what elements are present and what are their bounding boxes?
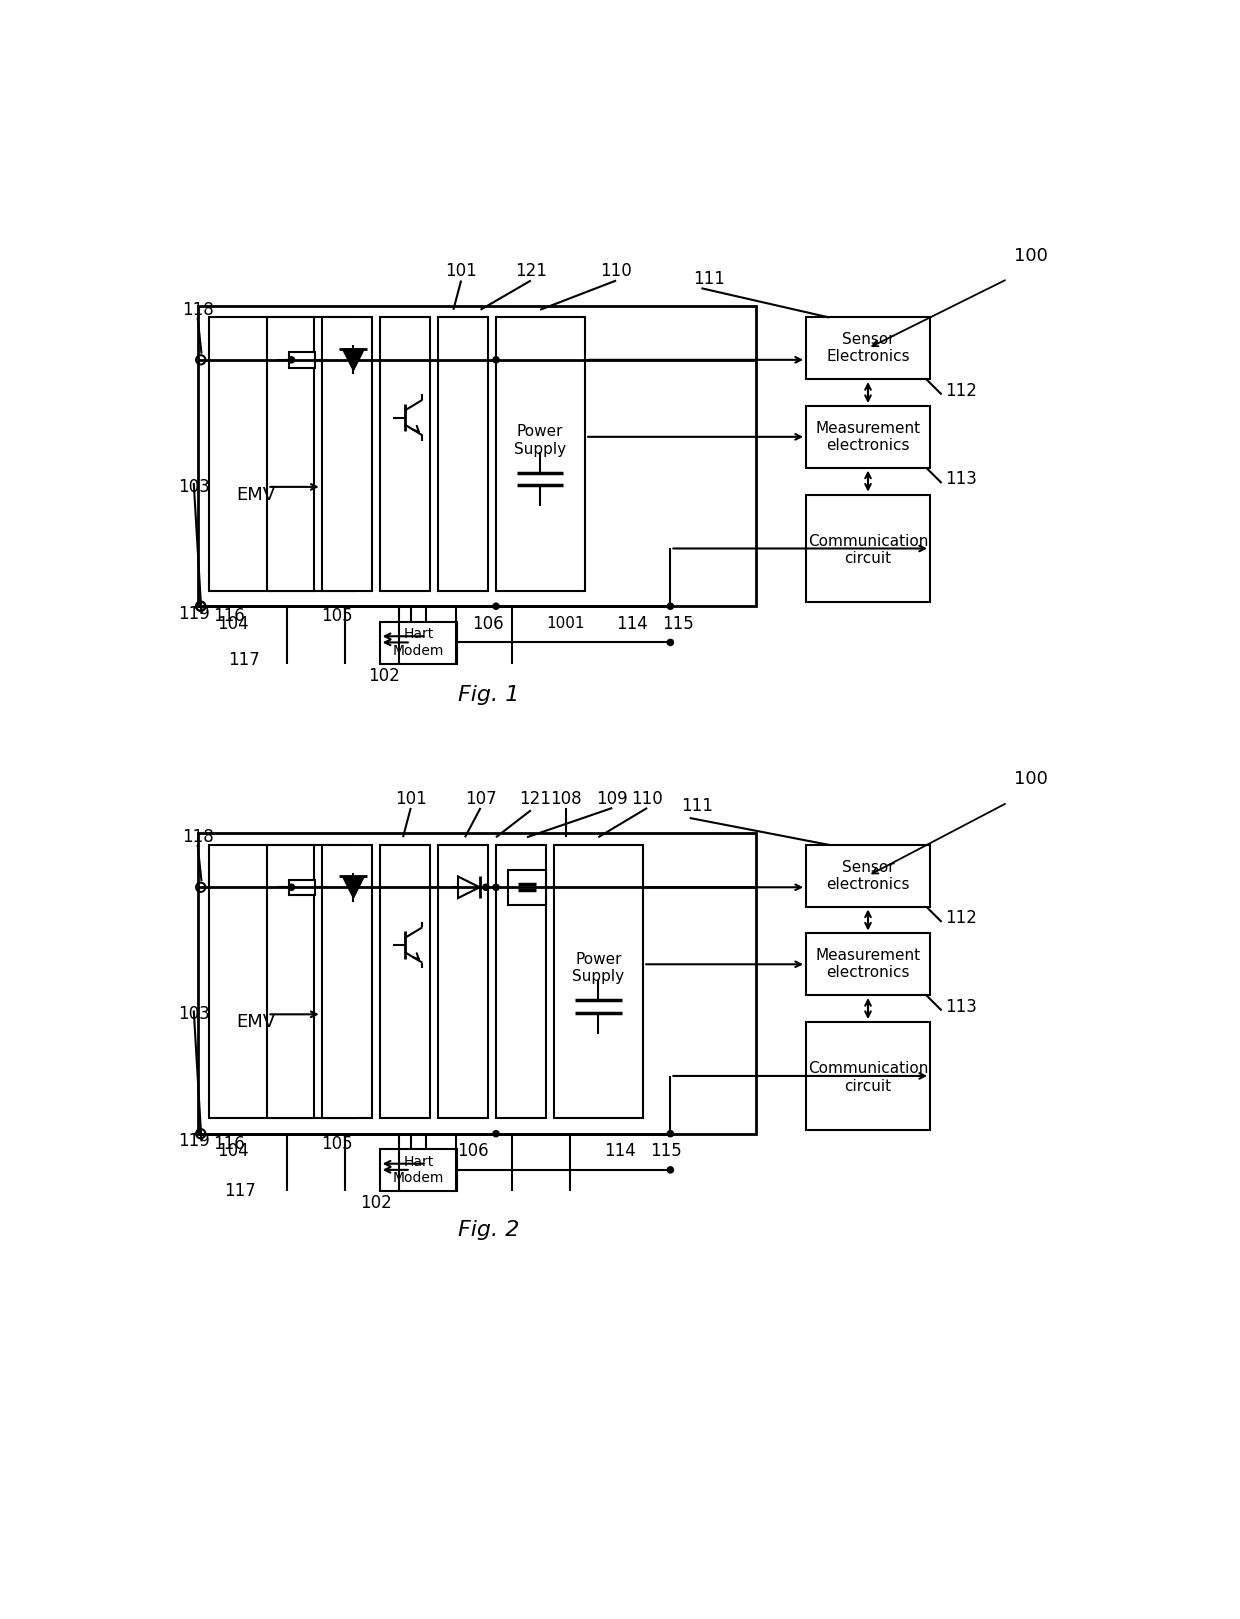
- Text: 112: 112: [945, 910, 977, 928]
- Bar: [806, 406, 930, 468]
- Circle shape: [492, 356, 498, 363]
- Text: Power
Supply: Power Supply: [515, 424, 567, 457]
- Bar: [321, 317, 372, 591]
- Text: Communication
circuit: Communication circuit: [807, 1062, 929, 1094]
- Bar: [507, 871, 547, 905]
- Bar: [496, 317, 585, 591]
- Text: EMV: EMV: [236, 1013, 275, 1031]
- Text: 113: 113: [945, 997, 977, 1015]
- Text: 118: 118: [182, 829, 213, 847]
- Bar: [438, 845, 489, 1119]
- Text: 114: 114: [616, 615, 647, 633]
- Bar: [197, 306, 755, 606]
- Text: Measurement
electronics: Measurement electronics: [816, 421, 920, 453]
- Text: Hart
Modem: Hart Modem: [393, 627, 444, 657]
- Text: 102: 102: [360, 1193, 392, 1213]
- Bar: [379, 845, 430, 1119]
- Polygon shape: [342, 350, 365, 371]
- Text: Sensor
Electronics: Sensor Electronics: [826, 332, 910, 364]
- Text: 1001: 1001: [547, 617, 585, 631]
- Text: 119: 119: [179, 1132, 210, 1151]
- Text: 116: 116: [213, 1135, 244, 1153]
- Text: 105: 105: [321, 1135, 353, 1153]
- Text: 105: 105: [321, 607, 353, 625]
- Text: Fig. 2: Fig. 2: [458, 1221, 518, 1240]
- Circle shape: [288, 884, 295, 890]
- Circle shape: [667, 604, 673, 609]
- Bar: [806, 317, 930, 379]
- Bar: [438, 317, 489, 591]
- Text: 107: 107: [465, 790, 496, 808]
- Text: 106: 106: [472, 615, 505, 633]
- Text: 104: 104: [217, 1143, 248, 1161]
- Text: 110: 110: [600, 262, 632, 280]
- Bar: [806, 845, 930, 907]
- Bar: [289, 879, 315, 895]
- Bar: [289, 351, 315, 368]
- Text: 108: 108: [549, 790, 582, 808]
- Circle shape: [288, 356, 295, 363]
- Bar: [321, 845, 372, 1119]
- Text: Measurement
electronics: Measurement electronics: [816, 949, 920, 981]
- Text: 112: 112: [945, 382, 977, 400]
- Text: 100: 100: [1014, 771, 1048, 788]
- Circle shape: [492, 604, 498, 609]
- Text: 117: 117: [224, 1182, 257, 1200]
- Text: 104: 104: [217, 615, 248, 633]
- Bar: [268, 845, 314, 1119]
- Text: Hart
Modem: Hart Modem: [393, 1154, 444, 1185]
- Text: 114: 114: [604, 1143, 636, 1161]
- Text: Power
Supply: Power Supply: [572, 952, 625, 984]
- Text: 100: 100: [1014, 246, 1048, 266]
- Text: 102: 102: [368, 667, 399, 685]
- Text: Sensor
electronics: Sensor electronics: [826, 860, 910, 892]
- Circle shape: [492, 1130, 498, 1137]
- Text: 103: 103: [179, 1005, 210, 1023]
- Text: 110: 110: [631, 790, 663, 808]
- Circle shape: [482, 884, 489, 890]
- Bar: [210, 845, 352, 1119]
- Bar: [197, 834, 755, 1133]
- Text: 111: 111: [693, 270, 725, 288]
- Text: 117: 117: [228, 651, 260, 669]
- Bar: [496, 845, 547, 1119]
- Text: Fig. 1: Fig. 1: [458, 685, 518, 704]
- Text: 113: 113: [945, 470, 977, 489]
- Bar: [554, 845, 644, 1119]
- Text: 103: 103: [179, 478, 210, 495]
- Circle shape: [667, 1130, 673, 1137]
- Text: 121: 121: [515, 262, 547, 280]
- Text: 106: 106: [456, 1143, 489, 1161]
- Text: 101: 101: [445, 262, 477, 280]
- Text: 116: 116: [213, 607, 244, 625]
- Bar: [806, 934, 930, 996]
- Bar: [379, 1149, 458, 1192]
- Text: 121: 121: [518, 790, 551, 808]
- Text: 115: 115: [651, 1143, 682, 1161]
- Text: 111: 111: [682, 798, 713, 816]
- Bar: [379, 317, 430, 591]
- Text: 109: 109: [596, 790, 629, 808]
- Text: 101: 101: [394, 790, 427, 808]
- Text: EMV: EMV: [236, 486, 275, 504]
- Text: 115: 115: [662, 615, 694, 633]
- Bar: [210, 317, 352, 591]
- Text: Communication
circuit: Communication circuit: [807, 534, 929, 567]
- Circle shape: [492, 884, 498, 890]
- Bar: [268, 317, 314, 591]
- Circle shape: [667, 1167, 673, 1172]
- Text: 119: 119: [179, 606, 210, 623]
- Polygon shape: [342, 876, 365, 899]
- Circle shape: [667, 640, 673, 646]
- Bar: [806, 494, 930, 602]
- Text: 118: 118: [182, 301, 213, 319]
- Bar: [806, 1022, 930, 1130]
- Bar: [379, 622, 458, 664]
